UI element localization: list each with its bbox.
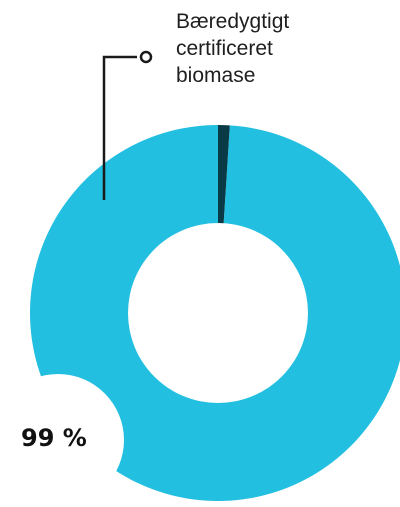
callout-label-line-2: certificeret (176, 37, 273, 60)
callout-label-line-1: Bæredygtigt (176, 10, 290, 33)
percent-label-background (0, 374, 124, 506)
callout-label: Bæredygtigt certificeret biomase (176, 8, 386, 89)
callout-label-line-3: biomase (176, 64, 256, 87)
percent-label: 99 % (21, 424, 87, 452)
callout-leader-dot (139, 50, 153, 64)
callout-leader-line (102, 55, 137, 200)
donut-hole (128, 223, 308, 403)
